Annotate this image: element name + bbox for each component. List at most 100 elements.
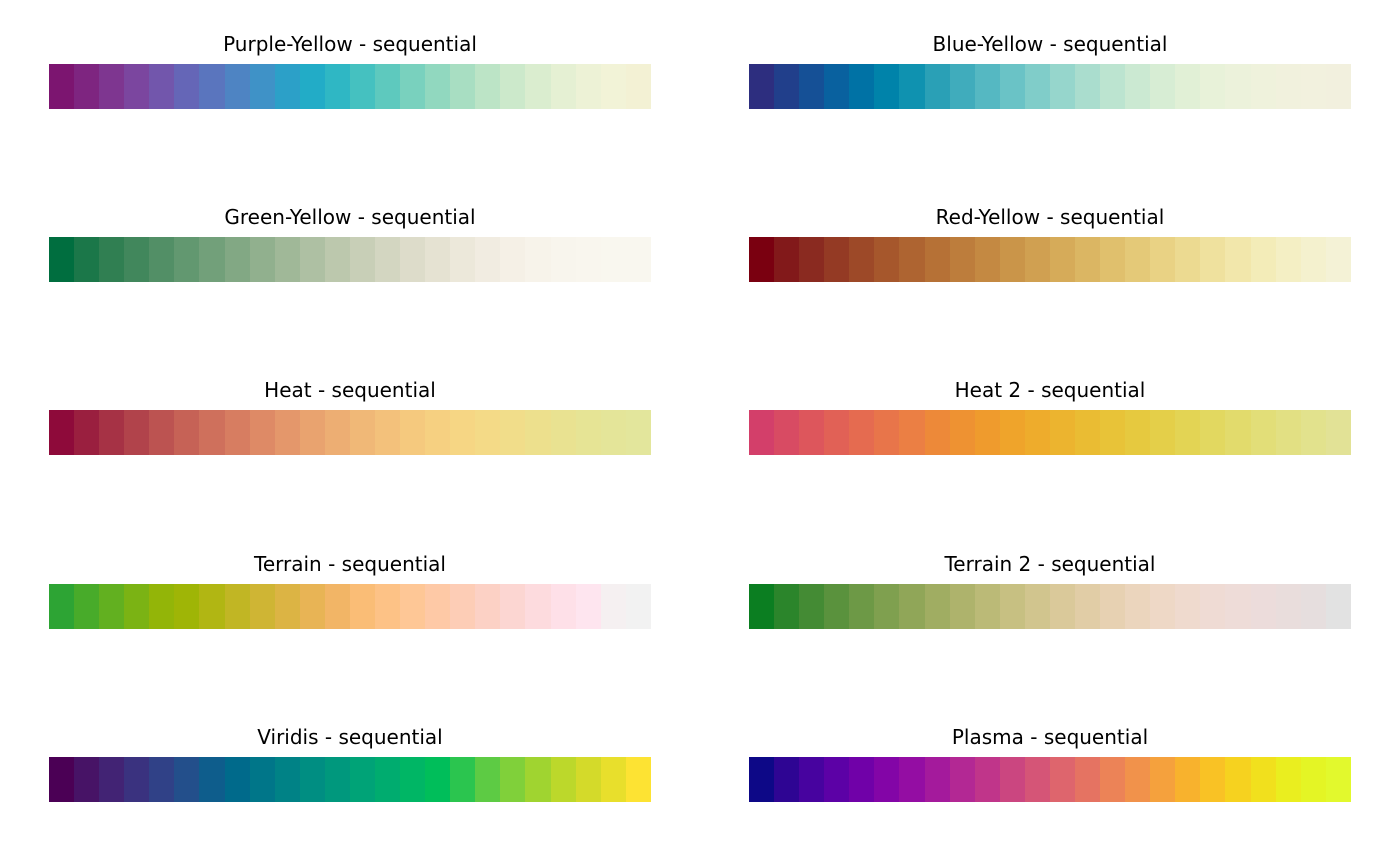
color-swatch [99, 584, 125, 629]
color-swatch [249, 757, 275, 802]
color-swatch [1250, 584, 1276, 629]
color-swatch [375, 757, 401, 802]
color-swatch [1175, 237, 1201, 282]
color-swatch [899, 757, 925, 802]
color-swatch [174, 757, 200, 802]
color-swatch [450, 757, 476, 802]
color-strip [49, 64, 651, 109]
palette-panel: Green-Yellow - sequential [49, 205, 651, 285]
color-swatch [1325, 757, 1351, 802]
color-swatch [1250, 64, 1276, 109]
color-swatch [824, 584, 850, 629]
color-swatch [749, 64, 775, 109]
color-swatch [774, 757, 800, 802]
color-swatch [1024, 584, 1050, 629]
color-swatch [1125, 237, 1151, 282]
color-swatch [525, 757, 551, 802]
color-swatch [1175, 410, 1201, 455]
color-swatch [450, 237, 476, 282]
color-strip [749, 584, 1351, 629]
color-swatch [224, 64, 250, 109]
color-swatch [1200, 757, 1226, 802]
color-swatch [1275, 64, 1301, 109]
color-swatch [575, 410, 601, 455]
color-swatch [924, 64, 950, 109]
color-swatch [949, 64, 975, 109]
color-swatch [299, 757, 325, 802]
palette-panel: Terrain - sequential [49, 552, 651, 632]
color-swatch [425, 584, 451, 629]
color-swatch [924, 584, 950, 629]
color-swatch [1049, 237, 1076, 282]
color-swatch [400, 410, 426, 455]
color-swatch [375, 584, 401, 629]
color-swatch [774, 410, 800, 455]
color-swatch [1250, 237, 1276, 282]
palette-title: Terrain 2 - sequential [944, 552, 1156, 576]
color-swatch [174, 410, 200, 455]
color-swatch [349, 410, 376, 455]
color-swatch [525, 64, 551, 109]
color-swatch [375, 410, 401, 455]
color-swatch [49, 410, 75, 455]
color-swatch [349, 584, 376, 629]
color-swatch [274, 237, 300, 282]
color-swatch [349, 64, 376, 109]
color-swatch [849, 584, 875, 629]
color-swatch [874, 410, 900, 455]
color-swatch [999, 757, 1025, 802]
color-swatch [299, 410, 325, 455]
color-swatch [1024, 410, 1050, 455]
color-swatch [1024, 757, 1050, 802]
color-swatch [799, 757, 825, 802]
color-swatch [774, 237, 800, 282]
color-swatch [49, 64, 75, 109]
color-swatch [974, 757, 1000, 802]
color-swatch [999, 410, 1025, 455]
color-swatch [1049, 757, 1076, 802]
color-swatch [799, 584, 825, 629]
color-swatch [1100, 64, 1126, 109]
color-swatch [824, 757, 850, 802]
color-swatch [425, 410, 451, 455]
color-swatch [575, 64, 601, 109]
color-swatch [475, 757, 501, 802]
palette-title: Blue-Yellow - sequential [932, 32, 1168, 56]
color-swatch [1075, 584, 1101, 629]
color-swatch [774, 584, 800, 629]
color-swatch [324, 757, 350, 802]
color-swatch [849, 410, 875, 455]
color-swatch [824, 410, 850, 455]
color-swatch [299, 584, 325, 629]
color-strip [49, 584, 651, 629]
color-swatch [600, 237, 626, 282]
color-swatch [575, 584, 601, 629]
color-swatch [974, 64, 1000, 109]
color-swatch [500, 237, 526, 282]
color-swatch [1150, 64, 1176, 109]
color-swatch [974, 584, 1000, 629]
color-swatch [1225, 584, 1251, 629]
color-swatch [224, 410, 250, 455]
color-swatch [425, 64, 451, 109]
color-swatch [550, 410, 576, 455]
color-swatch [450, 584, 476, 629]
color-swatch [299, 237, 325, 282]
color-swatch [99, 757, 125, 802]
color-swatch [400, 584, 426, 629]
color-swatch [749, 757, 775, 802]
color-swatch [375, 237, 401, 282]
color-swatch [1200, 64, 1226, 109]
color-swatch [550, 64, 576, 109]
color-swatch [1049, 410, 1076, 455]
color-swatch [274, 64, 300, 109]
color-swatch [1150, 584, 1176, 629]
color-swatch [400, 757, 426, 802]
color-swatch [199, 757, 225, 802]
color-swatch [1175, 584, 1201, 629]
color-swatch [475, 237, 501, 282]
palette-title: Green-Yellow - sequential [224, 205, 476, 229]
color-swatch [774, 64, 800, 109]
color-swatch [500, 64, 526, 109]
color-swatch [1024, 237, 1050, 282]
